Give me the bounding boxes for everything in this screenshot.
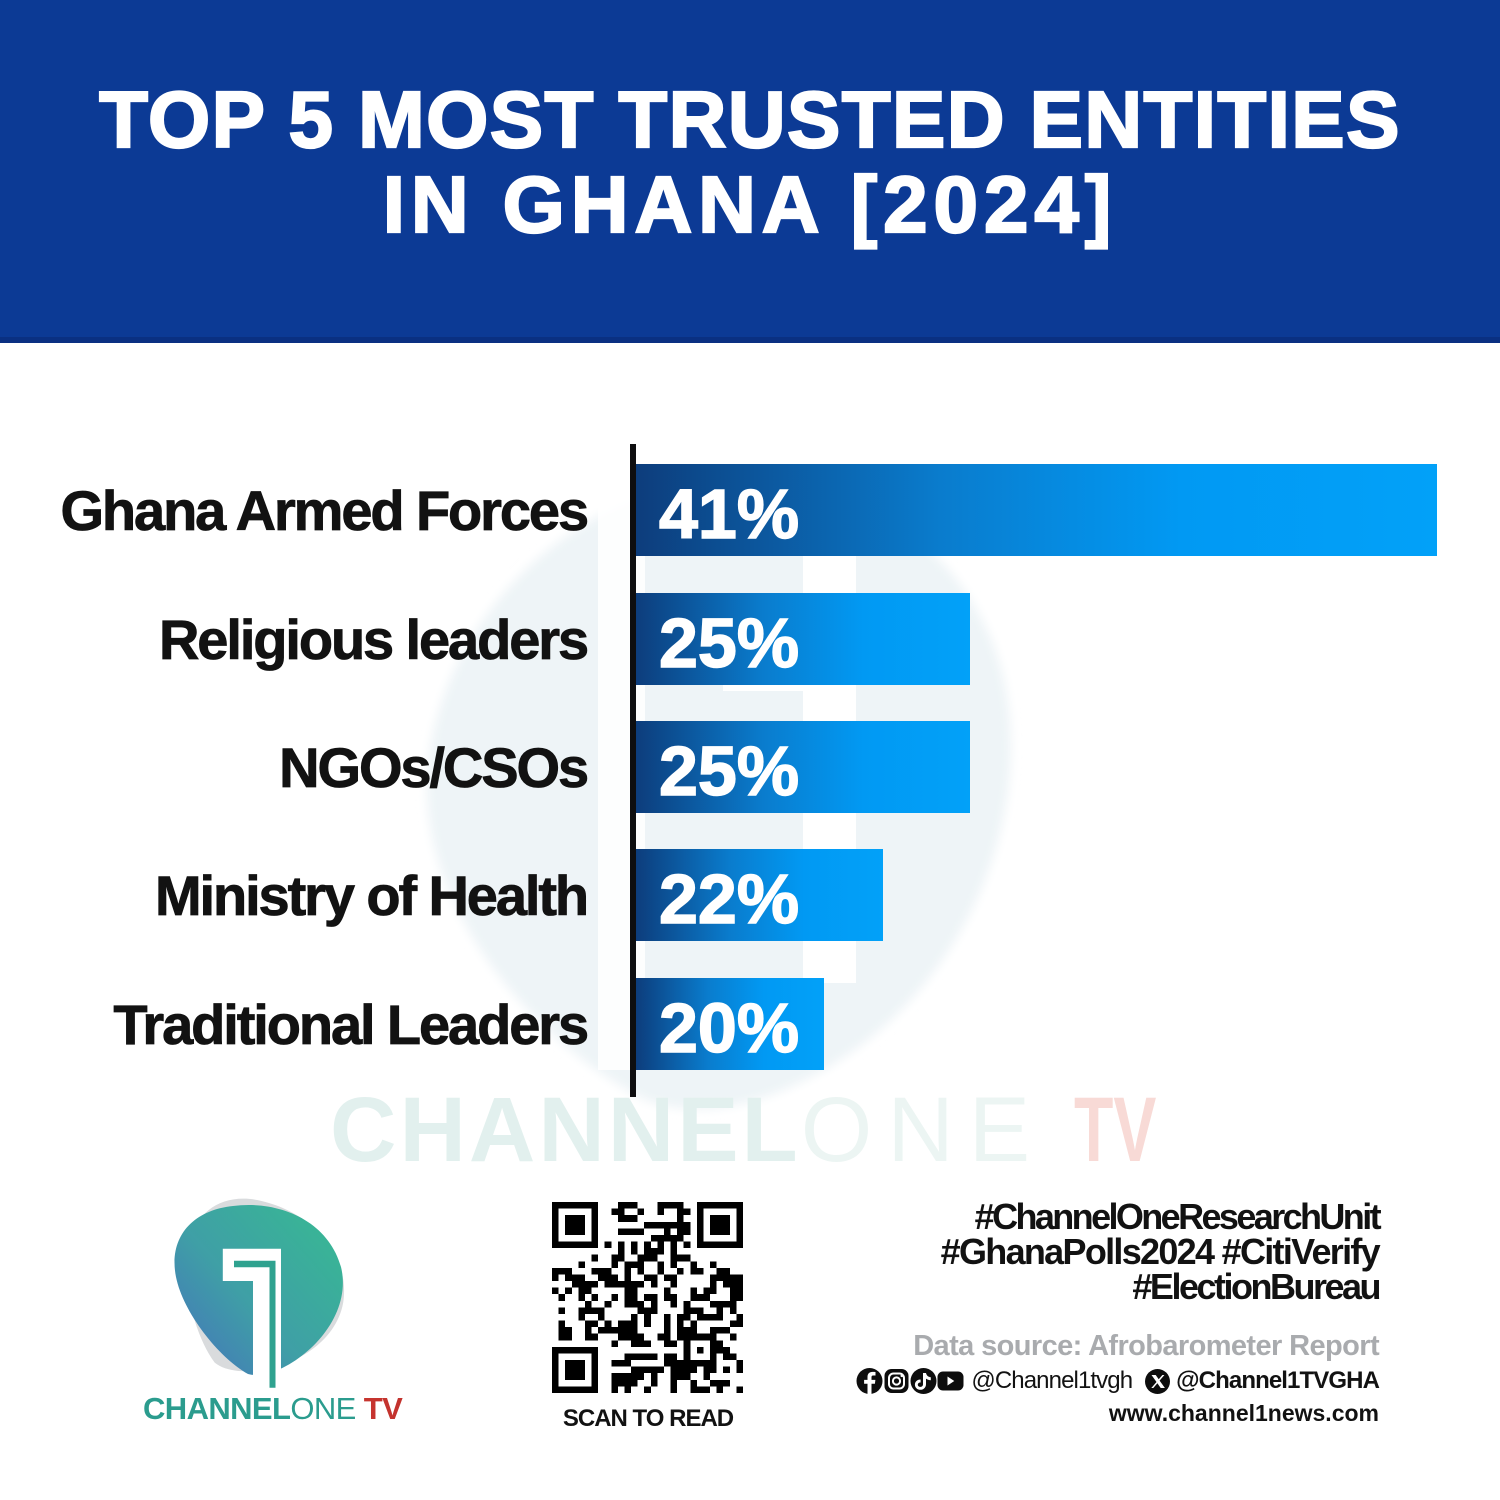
svg-text:CHANNELONE TV: CHANNELONE TV: [143, 1391, 403, 1426]
